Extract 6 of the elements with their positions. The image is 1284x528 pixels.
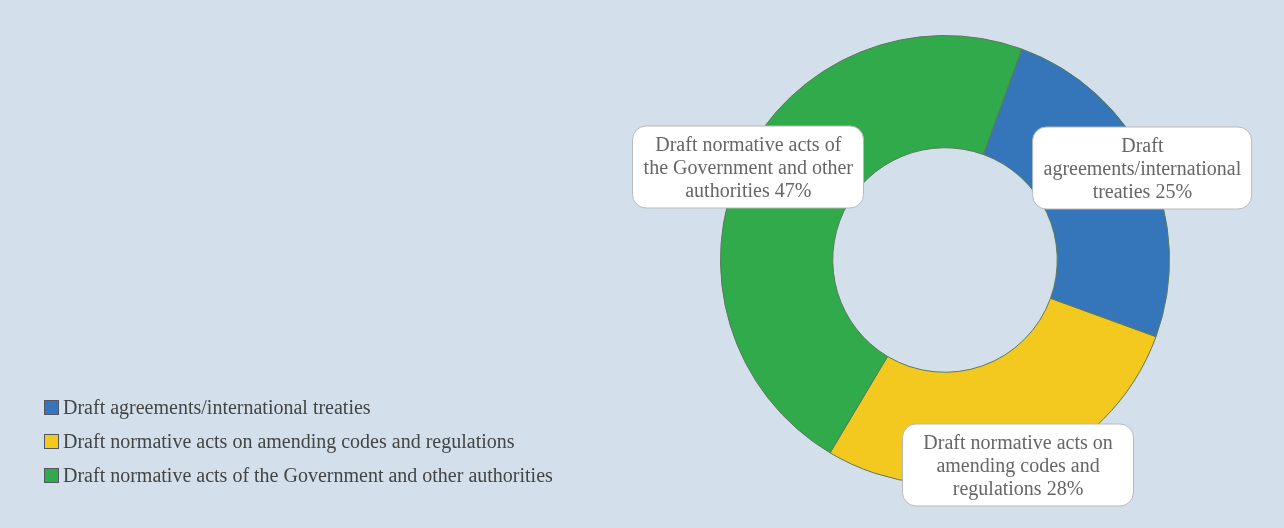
legend-label: Draft normative acts of the Government and other authorities bbox=[63, 463, 553, 487]
category-label: Draft normative acts of the Government and other authorities 47% bbox=[643, 132, 853, 201]
category-label: Draft agreements/international treaties 25% bbox=[1043, 133, 1242, 202]
legend-label: Draft agreements/international treaties bbox=[63, 395, 371, 419]
category-label: Draft normative acts on amending codes and regulations 28% bbox=[923, 430, 1113, 499]
legend-label: Draft normative acts on amending codes and regulations bbox=[63, 429, 515, 453]
